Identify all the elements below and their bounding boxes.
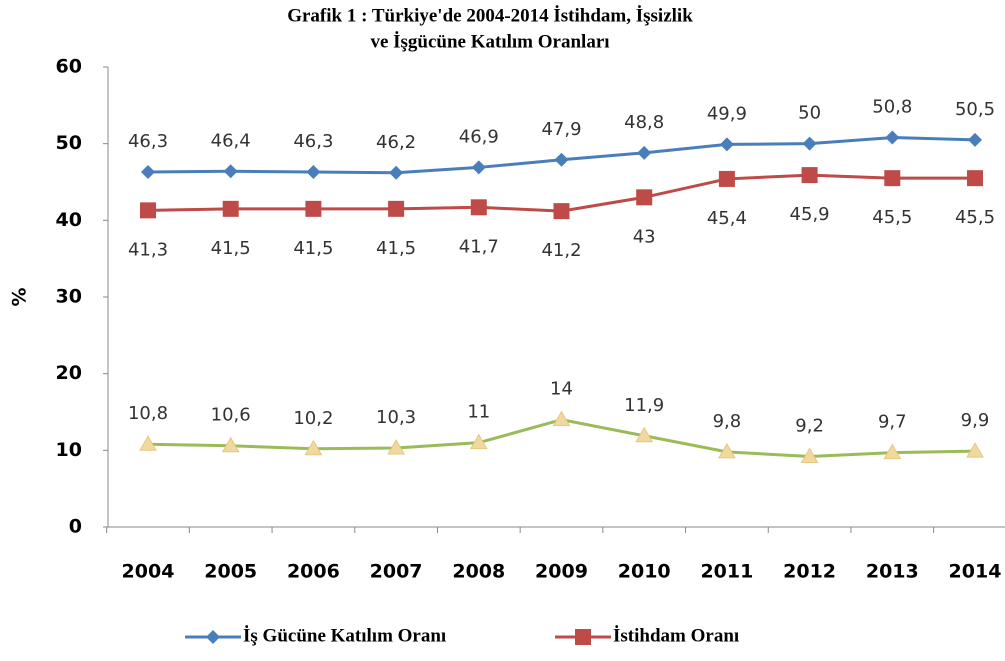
marker: [221, 436, 240, 453]
data-label: 41,7: [459, 236, 499, 257]
data-label: 10,2: [293, 408, 333, 429]
marker: [636, 189, 653, 206]
marker: [968, 132, 982, 147]
data-label: 14: [550, 379, 573, 400]
x-tick-label: 2007: [370, 561, 423, 583]
data-label: 49,9: [707, 103, 747, 124]
marker: [141, 165, 155, 180]
data-label: 11: [467, 402, 490, 423]
marker: [140, 202, 156, 219]
x-tick-label: 2006: [287, 561, 340, 583]
y-axis-title: %: [9, 287, 31, 306]
data-label: 46,3: [293, 131, 333, 152]
y-tick-label: 30: [56, 286, 82, 308]
data-label: 43: [633, 226, 656, 247]
chart-title: Grafik 1 : Türkiye'de 2004-2014 İstihdam…: [287, 5, 693, 26]
y-tick-label: 10: [56, 439, 82, 461]
data-label: 47,9: [541, 119, 581, 140]
marker: [554, 152, 569, 167]
legend-marker: [575, 629, 591, 645]
x-tick-label: 2012: [783, 561, 836, 583]
data-label: 50: [798, 103, 821, 124]
marker: [470, 199, 487, 216]
data-label: 9,2: [795, 415, 824, 436]
data-label: 9,8: [713, 411, 742, 432]
x-tick-label: 2011: [700, 561, 753, 583]
data-label: 46,9: [459, 126, 499, 147]
marker: [967, 170, 983, 187]
legend-marker: [206, 630, 220, 644]
legend-label: İstihdam Oranı: [613, 625, 739, 646]
marker: [884, 170, 901, 187]
data-label: 46,3: [128, 131, 168, 152]
legend-label: İş Gücüne Katılım Oranı: [243, 625, 446, 646]
marker: [800, 447, 819, 463]
marker: [552, 410, 571, 427]
y-tick-label: 20: [56, 362, 82, 384]
data-label: 41,3: [128, 239, 168, 260]
marker: [966, 442, 984, 458]
marker: [389, 165, 404, 180]
x-tick-label: 2013: [866, 561, 919, 583]
marker: [305, 200, 322, 217]
data-label: 10,6: [211, 405, 251, 426]
x-tick-label: 2004: [122, 561, 175, 583]
data-label: 45,5: [955, 207, 995, 228]
y-tick-label: 40: [56, 209, 82, 231]
marker: [719, 137, 734, 152]
marker: [469, 433, 488, 450]
marker: [635, 426, 654, 443]
x-tick-label: 2010: [618, 561, 671, 583]
marker: [223, 164, 238, 179]
x-tick-label: 2014: [949, 561, 1002, 583]
data-label: 45,4: [707, 208, 747, 229]
data-label: 46,2: [376, 132, 416, 153]
data-label: 41,5: [211, 238, 251, 259]
data-label: 41,5: [376, 238, 416, 259]
marker: [222, 200, 239, 217]
marker: [387, 439, 405, 455]
marker: [883, 443, 902, 460]
marker: [553, 203, 570, 220]
data-label: 41,2: [541, 240, 581, 261]
data-label: 10,3: [376, 407, 416, 428]
data-label: 9,9: [961, 410, 990, 431]
x-tick-label: 2008: [452, 561, 505, 583]
data-label: 11,9: [624, 395, 664, 416]
marker: [304, 439, 323, 456]
marker: [802, 136, 817, 151]
data-label: 46,4: [211, 130, 251, 151]
data-label: 9,7: [878, 412, 907, 433]
y-tick-label: 50: [56, 132, 82, 154]
marker: [388, 200, 405, 217]
x-tick-label: 2005: [204, 561, 257, 583]
y-tick-label: 60: [56, 56, 82, 78]
marker: [718, 170, 735, 187]
data-label: 10,8: [128, 403, 168, 424]
chart-title: ve İşgücüne Katılım Oranları: [370, 31, 609, 52]
data-label: 41,5: [293, 238, 333, 259]
data-label: 45,5: [872, 207, 912, 228]
marker: [471, 160, 486, 175]
marker: [801, 167, 818, 184]
data-label: 50,8: [872, 97, 912, 118]
marker: [637, 145, 652, 160]
marker: [885, 130, 900, 145]
marker: [718, 442, 736, 459]
data-label: 45,9: [790, 204, 830, 225]
y-tick-label: 0: [69, 516, 82, 538]
marker: [306, 165, 321, 180]
x-tick-label: 2009: [535, 561, 588, 583]
data-label: 48,8: [624, 112, 664, 133]
data-label: 50,5: [955, 99, 995, 120]
marker: [139, 435, 157, 451]
